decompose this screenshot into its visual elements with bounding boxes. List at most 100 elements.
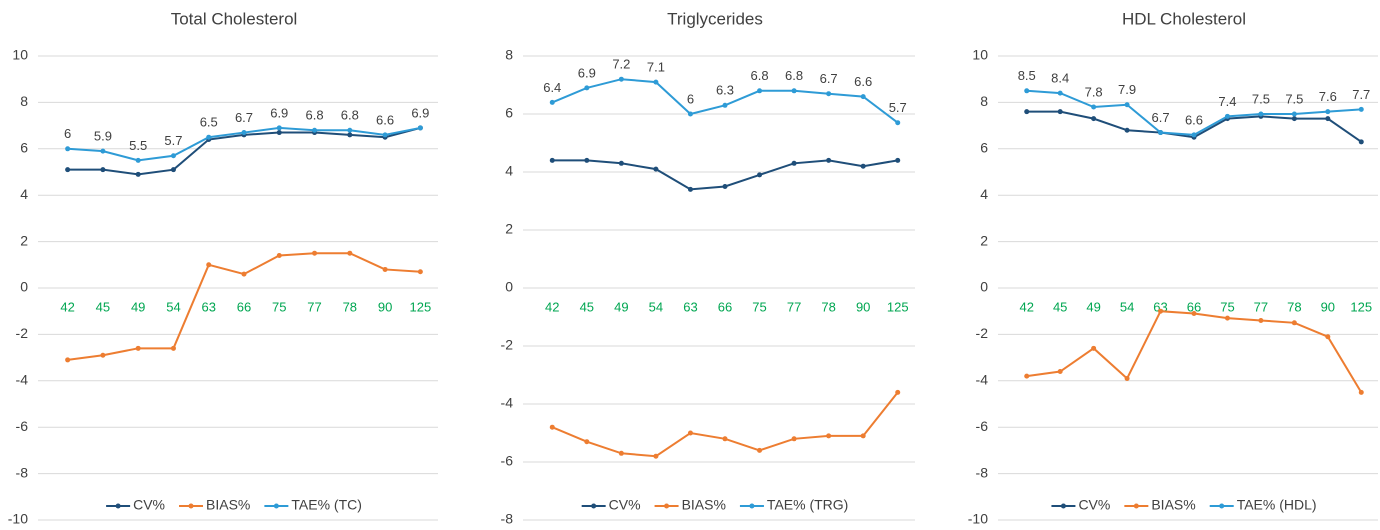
y-tick-label: 0 <box>20 279 28 295</box>
marker <box>347 127 353 133</box>
y-tick-label: -8 <box>976 464 989 480</box>
marker <box>549 99 555 105</box>
data-label: 6.5 <box>200 115 218 130</box>
marker <box>1358 389 1364 395</box>
data-label: 7.8 <box>1085 84 1103 99</box>
legend-label: CV% <box>133 497 165 513</box>
marker <box>100 352 106 358</box>
marker <box>1124 127 1130 133</box>
legend-symbol <box>1133 503 1139 509</box>
marker <box>1325 109 1331 115</box>
x-tick-label: 42 <box>60 299 74 314</box>
y-tick-label: -6 <box>501 453 514 469</box>
legend-label: BIAS% <box>206 497 250 513</box>
data-label: 7.4 <box>1218 94 1236 109</box>
data-label: 7.5 <box>1252 91 1270 106</box>
marker <box>826 91 832 97</box>
data-label: 8.5 <box>1018 68 1036 83</box>
data-label: 7.2 <box>612 57 630 72</box>
marker <box>584 85 590 91</box>
data-label: 7.6 <box>1319 89 1337 104</box>
marker <box>312 127 318 133</box>
marker <box>1224 113 1230 119</box>
marker <box>1224 315 1230 321</box>
marker <box>1124 102 1130 108</box>
marker <box>347 132 353 138</box>
marker <box>860 94 866 100</box>
y-tick-label: -8 <box>16 464 29 480</box>
marker <box>895 389 901 395</box>
y-tick-label: -6 <box>16 418 29 434</box>
marker <box>722 102 728 108</box>
marker <box>653 79 659 85</box>
data-label: 7.7 <box>1352 87 1370 102</box>
marker <box>206 262 212 268</box>
marker <box>722 436 728 442</box>
marker <box>757 447 763 453</box>
marker <box>1057 369 1063 375</box>
marker <box>1191 311 1197 317</box>
x-tick-label: 125 <box>887 299 909 314</box>
chart: Triglycerides -8 -6 -4 -2 0 2 4 6 8 42 45 49 54 63 66 75… <box>501 9 915 527</box>
x-tick-label: 45 <box>1053 299 1067 314</box>
data-label: 6.6 <box>376 112 394 127</box>
y-tick-label: 6 <box>505 105 513 121</box>
x-tick-label: 45 <box>580 299 594 314</box>
x-tick-label: 75 <box>1220 299 1234 314</box>
data-label: 6.7 <box>820 71 838 86</box>
y-tick-label: 2 <box>505 221 513 237</box>
legend: CV% BIAS% TAE% (HDL) <box>1051 497 1317 513</box>
marker <box>347 250 353 256</box>
marker <box>170 153 176 159</box>
data-label: 6.6 <box>854 74 872 89</box>
legend-label: CV% <box>1078 497 1110 513</box>
marker <box>382 266 388 272</box>
x-tick-label: 66 <box>1187 299 1201 314</box>
x-tick-label: 125 <box>1350 299 1372 314</box>
legend-symbol <box>115 503 121 509</box>
marker <box>1091 345 1097 351</box>
y-tick-label: -4 <box>16 372 29 388</box>
y-tick-label: -10 <box>968 511 988 527</box>
x-tick-label: 90 <box>378 299 392 314</box>
legend-label: CV% <box>609 497 641 513</box>
data-label: 6 <box>687 91 694 106</box>
data-label: 7.9 <box>1118 82 1136 97</box>
legend-label: BIAS% <box>1151 497 1195 513</box>
y-tick-label: 8 <box>505 47 513 63</box>
x-tick-label: 66 <box>237 299 251 314</box>
data-label: 5.5 <box>129 138 147 153</box>
y-tick-label: -2 <box>501 337 514 353</box>
marker <box>1358 139 1364 145</box>
marker <box>417 269 423 275</box>
x-tick-label: 78 <box>1287 299 1301 314</box>
marker <box>135 345 141 351</box>
marker <box>170 345 176 351</box>
data-label: 6 <box>64 126 71 141</box>
marker <box>653 166 659 172</box>
x-tick-label: 78 <box>821 299 835 314</box>
y-tick-label: -2 <box>16 325 29 341</box>
y-tick-label: -8 <box>501 511 514 527</box>
chart: HDL Cholesterol -10 -8 -6 -4 -2 0 2 4 6 8 10 42 45 49 5… <box>968 9 1378 527</box>
x-tick-label: 90 <box>856 299 870 314</box>
y-tick-label: 10 <box>12 47 28 63</box>
marker <box>65 357 71 363</box>
y-tick-label: -6 <box>976 418 989 434</box>
marker <box>757 172 763 178</box>
y-tick-label: 2 <box>980 232 988 248</box>
data-label: 5.9 <box>94 129 112 144</box>
marker <box>1024 373 1030 379</box>
data-label: 6.9 <box>578 65 596 80</box>
data-label: 6.8 <box>306 108 324 123</box>
data-label: 6.6 <box>1185 112 1203 127</box>
y-tick-label: 4 <box>980 186 988 202</box>
x-tick-label: 66 <box>718 299 732 314</box>
data-label: 6.3 <box>716 83 734 98</box>
legend-symbol <box>1219 503 1225 509</box>
marker <box>895 157 901 163</box>
y-tick-label: -10 <box>8 511 28 527</box>
marker <box>791 436 797 442</box>
marker <box>1158 308 1164 314</box>
legend-label: TAE% (TC) <box>291 497 362 513</box>
